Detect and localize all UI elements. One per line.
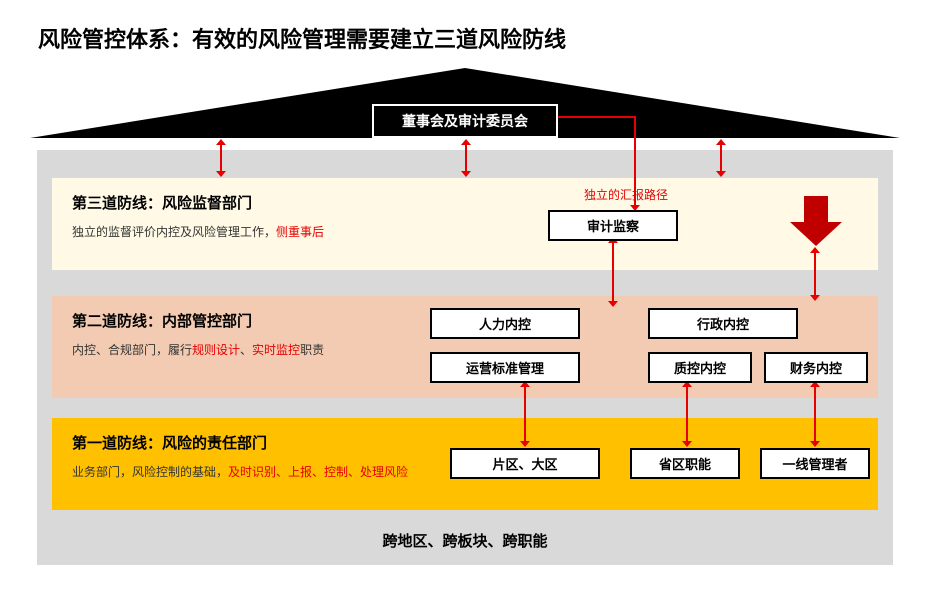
arrow-b2-b1-1 [524, 386, 526, 442]
arrow-b2-b1-3 [814, 386, 816, 442]
diagram-canvas: 风险管控体系：有效的风险管理需要建立三道风险防线 董事会及审计委员会 第三道防线… [0, 0, 930, 593]
line2-sub-post: 职责 [300, 343, 324, 357]
arrow-b2-b1-2 [686, 386, 688, 442]
line1-sub-red: 及时识别、上报、控制、处理风险 [228, 465, 408, 479]
ops-standard-box: 运营标准管理 [430, 352, 580, 383]
province-box: 省区职能 [630, 448, 740, 479]
region-box: 片区、大区 [450, 448, 600, 479]
line2-sub-mid: 、 [240, 343, 252, 357]
footer-label: 跨地区、跨板块、跨职能 [0, 530, 930, 551]
line2-sub-red2: 实时监控 [252, 343, 300, 357]
arrow-roof-b3-3 [720, 144, 722, 172]
line2-sub-pre: 内控、合规部门，履行 [72, 343, 192, 357]
page-title: 风险管控体系：有效的风险管理需要建立三道风险防线 [38, 22, 566, 54]
big-red-arrow-icon [790, 196, 842, 246]
arrow-b3-b2-2 [814, 252, 816, 296]
frontline-box: 一线管理者 [760, 448, 870, 479]
line3-sub-red: 侧重事后 [276, 225, 324, 239]
hr-control-box: 人力内控 [430, 308, 580, 339]
finance-control-box: 财务内控 [764, 352, 868, 383]
line3-sub-pre: 独立的监督评价内控及风险管理工作， [72, 225, 276, 239]
arrow-roof-b3-1 [220, 144, 222, 172]
defense-line-3: 第三道防线：风险监督部门 独立的监督评价内控及风险管理工作，侧重事后 [52, 178, 878, 270]
admin-control-box: 行政内控 [648, 308, 798, 339]
board-committee-box: 董事会及审计委员会 [372, 104, 558, 138]
report-path-h [546, 116, 636, 118]
reporting-path-label: 独立的汇报路径 [584, 186, 668, 203]
line1-sub-pre: 业务部门，风险控制的基础， [72, 465, 228, 479]
qc-control-box: 质控内控 [648, 352, 752, 383]
line3-subtitle: 独立的监督评价内控及风险管理工作，侧重事后 [72, 223, 862, 240]
line3-title: 第三道防线：风险监督部门 [72, 192, 862, 213]
report-path-v [634, 116, 636, 206]
arrow-b3-b2-1 [612, 242, 614, 302]
audit-inspection-box: 审计监察 [548, 210, 678, 241]
line2-sub-red1: 规则设计 [192, 343, 240, 357]
arrow-roof-b3-2 [465, 144, 467, 172]
